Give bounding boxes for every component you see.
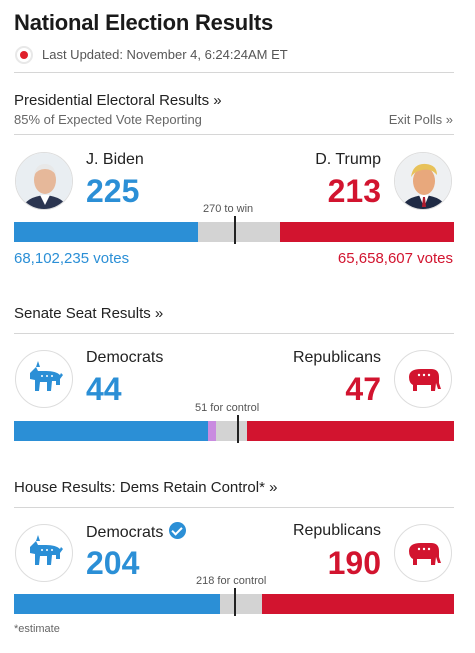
senate-results-link[interactable]: Senate Seat Results » bbox=[14, 305, 164, 322]
biden-avatar bbox=[15, 152, 73, 210]
trump-name: D. Trump bbox=[315, 151, 381, 168]
donkey-icon bbox=[30, 361, 63, 391]
trump-popular-votes: 65,658,607 votes bbox=[337, 250, 453, 267]
elephant-icon bbox=[409, 369, 441, 391]
live-indicator-icon bbox=[15, 46, 33, 64]
page-title: National Election Results bbox=[14, 10, 274, 35]
senate-dem-avatar bbox=[15, 350, 73, 408]
biden-electoral-count: 225 bbox=[86, 173, 140, 209]
house-dem-count: 204 bbox=[86, 545, 140, 581]
biden-portrait-icon bbox=[16, 153, 72, 209]
divider bbox=[14, 72, 454, 73]
senate-target-marker bbox=[237, 415, 240, 443]
footnote: *estimate bbox=[14, 623, 60, 635]
senate-dem-label: Democrats bbox=[86, 349, 164, 366]
senate-bar bbox=[14, 415, 454, 443]
presidential-dem-segment bbox=[14, 222, 198, 242]
house-rep-count: 190 bbox=[327, 545, 381, 581]
senate-dem-segment bbox=[14, 421, 208, 441]
house-rep-avatar bbox=[394, 524, 452, 582]
house-rep-segment bbox=[261, 594, 454, 614]
senate-rep-segment bbox=[247, 421, 454, 441]
trump-portrait-icon bbox=[395, 153, 451, 209]
senate-rep-label: Republicans bbox=[292, 349, 381, 366]
house-bar bbox=[14, 588, 454, 616]
divider bbox=[14, 507, 454, 508]
trump-electoral-count: 213 bbox=[327, 173, 381, 209]
house-dem-label: Democrats bbox=[86, 522, 187, 542]
house-dem-segment bbox=[14, 594, 221, 614]
reporting-percent: 85% of Expected Vote Reporting bbox=[14, 112, 202, 127]
senate-rep-count: 47 bbox=[345, 371, 381, 407]
senate-rep-avatar bbox=[394, 350, 452, 408]
senate-ind-segment bbox=[207, 421, 217, 441]
house-dem-name: Democrats bbox=[86, 524, 164, 541]
last-updated-text: Last Updated: November 4, 6:24:24AM ET bbox=[42, 47, 288, 62]
presidential-target-label: 270 to win bbox=[203, 203, 254, 215]
divider bbox=[14, 134, 454, 135]
presidential-results-link[interactable]: Presidential Electoral Results » bbox=[14, 92, 222, 109]
exit-polls-link[interactable]: Exit Polls » bbox=[388, 112, 453, 127]
biden-popular-votes: 68,102,235 votes bbox=[14, 250, 130, 267]
divider bbox=[14, 333, 454, 334]
checkmark-icon bbox=[169, 522, 187, 539]
biden-name: J. Biden bbox=[86, 151, 144, 168]
house-target-marker bbox=[233, 588, 236, 616]
presidential-bar bbox=[14, 216, 454, 244]
trump-avatar bbox=[394, 152, 452, 210]
house-target-label: 218 for control bbox=[196, 575, 267, 587]
presidential-rep-segment bbox=[279, 222, 454, 242]
donkey-icon bbox=[30, 535, 63, 565]
house-results-link[interactable]: House Results: Dems Retain Control* » bbox=[14, 479, 278, 496]
presidential-target-marker bbox=[233, 216, 236, 244]
senate-dem-count: 44 bbox=[86, 371, 122, 407]
senate-target-label: 51 for control bbox=[195, 402, 260, 414]
elephant-icon bbox=[409, 543, 441, 565]
house-rep-label: Republicans bbox=[292, 522, 381, 539]
house-dem-avatar bbox=[15, 524, 73, 582]
